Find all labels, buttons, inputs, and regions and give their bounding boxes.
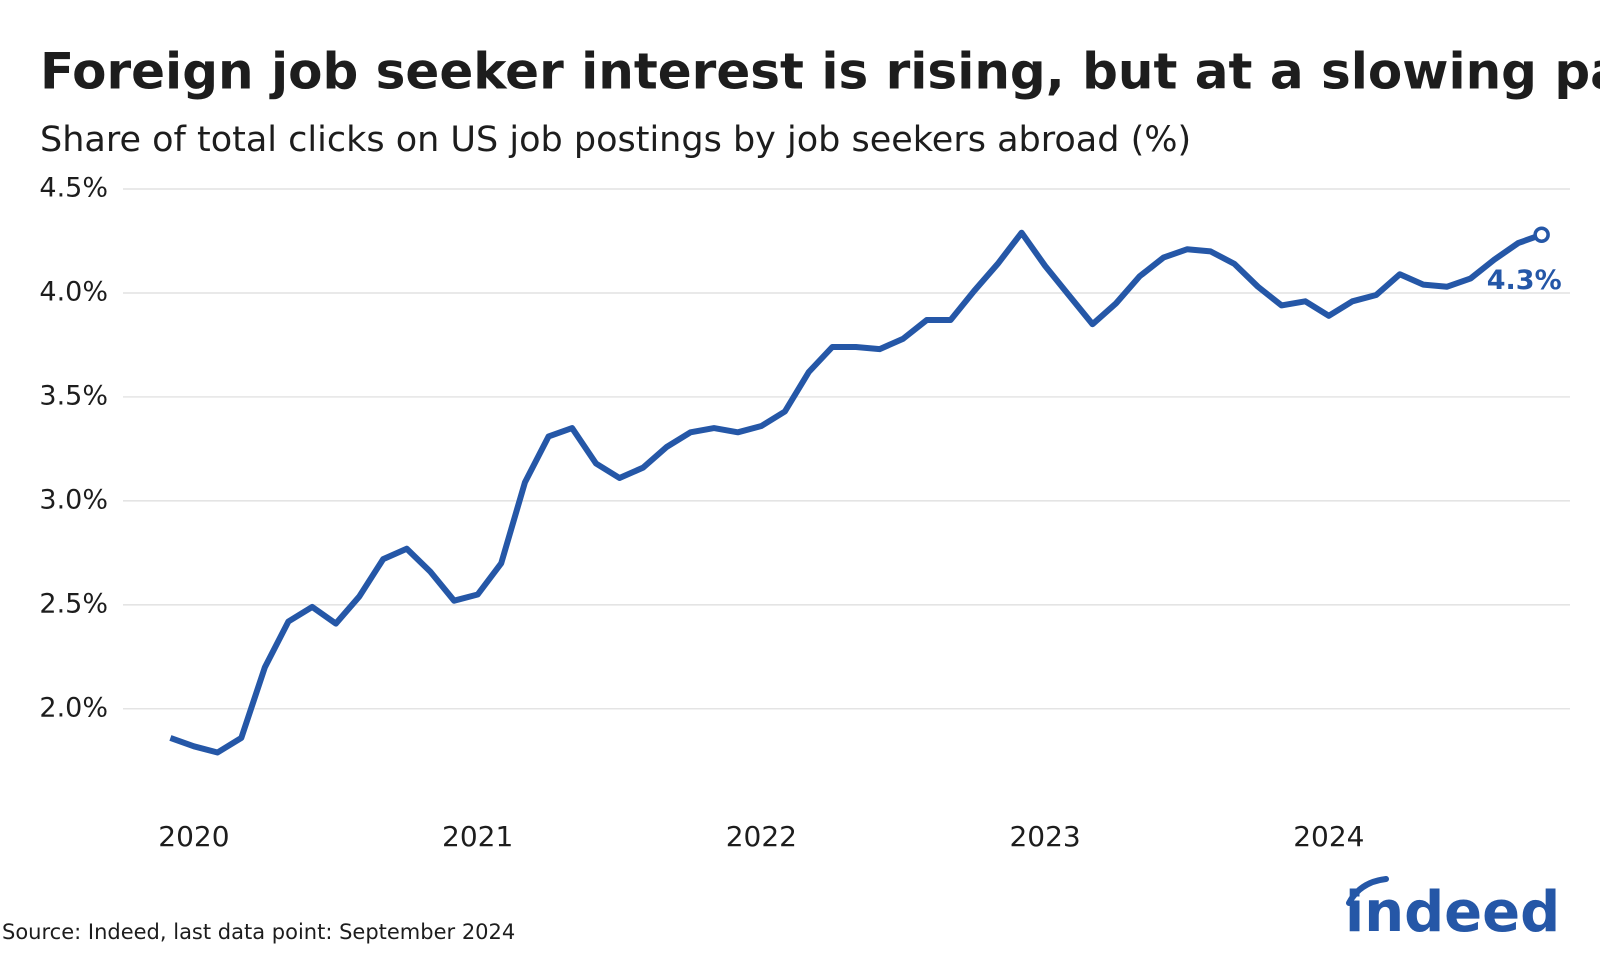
data-line: [169, 229, 1543, 756]
y-tick-label: 3.5%: [39, 380, 108, 411]
logo-arc: [1346, 876, 1389, 906]
x-tick-label: 2024: [1293, 820, 1364, 853]
logo: indeed: [1345, 880, 1560, 945]
end-point: [1533, 226, 1550, 243]
x-tick-label: 2020: [158, 820, 229, 853]
x-tick-label: 2022: [726, 820, 797, 853]
x-tick-label: 2021: [442, 820, 513, 853]
x-tick-label: 2023: [1009, 820, 1080, 853]
chart-title: Foreign job seeker interest is rising, b…: [40, 43, 1600, 101]
source-note: Source: Indeed, last data point: Septemb…: [2, 920, 515, 944]
y-tick-label: 4.0%: [39, 276, 108, 307]
y-tick-label: 2.0%: [39, 692, 108, 723]
chart-subtitle: Share of total clicks on US job postings…: [40, 120, 1191, 160]
value-label: 4.3%: [1487, 265, 1562, 296]
y-tick-label: 3.0%: [39, 484, 108, 515]
y-tick-label: 2.5%: [39, 588, 108, 619]
y-tick-label: 4.5%: [39, 173, 108, 204]
